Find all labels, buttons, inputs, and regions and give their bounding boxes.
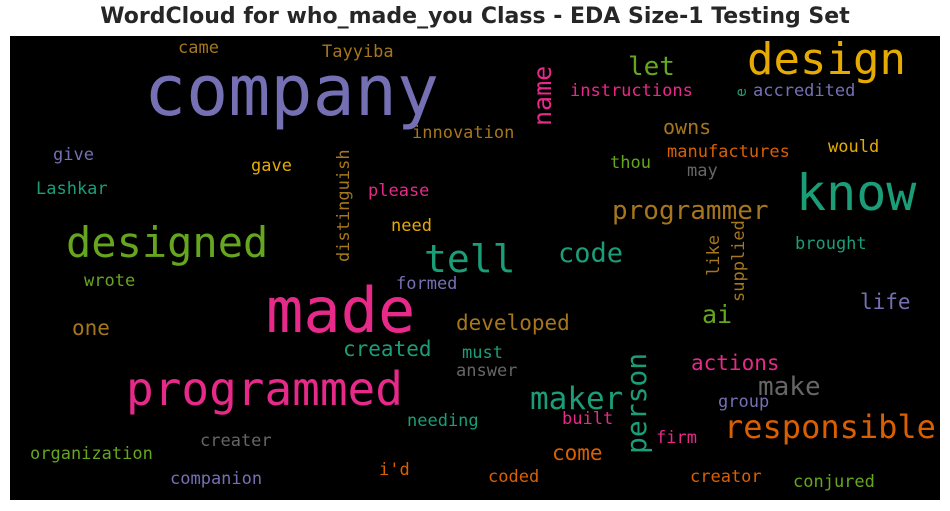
word-design: design	[747, 36, 906, 85]
word-creater: creater	[200, 431, 272, 451]
word-give: give	[53, 145, 94, 165]
word-formed: formed	[396, 274, 458, 294]
word-company: company	[144, 50, 440, 132]
word-may: may	[687, 161, 718, 181]
word-programmer: programmer	[612, 196, 769, 226]
word-organization: organization	[30, 444, 153, 464]
word-wrote: wrote	[84, 271, 136, 291]
word-come: come	[552, 441, 603, 465]
word-instructions: instructions	[570, 81, 693, 101]
word-e: e	[732, 87, 750, 97]
word-gave: gave	[251, 156, 292, 176]
word-one: one	[72, 316, 110, 340]
word-made: made	[266, 274, 416, 347]
word-firm: firm	[656, 428, 697, 448]
word-would: would	[828, 137, 880, 157]
word-know: know	[796, 164, 917, 222]
word-companion: companion	[170, 469, 263, 489]
wordcloud-canvas: company design know made programmed desi…	[10, 36, 940, 500]
word-make: make	[758, 372, 821, 402]
word-accredited: accredited	[753, 81, 856, 101]
word-distinguish: distinguish	[334, 149, 354, 262]
word-let: let	[628, 52, 675, 82]
word-maker: maker	[530, 381, 624, 417]
word-creator: creator	[690, 467, 762, 487]
word-needing: needing	[407, 411, 479, 431]
word-like: like	[704, 235, 724, 276]
word-came: came	[178, 38, 219, 58]
word-please: please	[368, 181, 430, 201]
word-coded: coded	[488, 467, 540, 487]
word-tell: tell	[424, 237, 516, 281]
word-need: need	[391, 216, 432, 236]
word-ai: ai	[702, 300, 733, 329]
word-thou: thou	[610, 153, 651, 173]
word-programmed: programmed	[126, 362, 403, 416]
word-manufactures: manufactures	[667, 142, 790, 162]
word-code: code	[558, 238, 624, 269]
word-developed: developed	[456, 311, 570, 335]
word-responsible: responsible	[724, 408, 936, 446]
word-person: person	[620, 352, 653, 454]
word-built: built	[562, 409, 614, 429]
word-Tayyiba: Tayyiba	[322, 42, 394, 62]
word-name: name	[528, 65, 557, 126]
word-answer: answer	[456, 361, 518, 381]
word-Lashkar: Lashkar	[36, 179, 108, 199]
word-group: group	[718, 392, 770, 412]
word-life: life	[860, 290, 911, 314]
word-must: must	[462, 343, 503, 363]
word-owns: owns	[663, 115, 712, 139]
word-created: created	[343, 337, 432, 361]
chart-title: WordCloud for who_made_you Class - EDA S…	[100, 4, 850, 29]
word-conjured: conjured	[793, 472, 875, 492]
word-designed: designed	[66, 218, 269, 267]
word-innovation: innovation	[412, 123, 515, 143]
word-i'd: i'd	[379, 460, 410, 480]
word-actions: actions	[691, 351, 780, 375]
word-brought: brought	[795, 234, 867, 254]
word-supplied: supplied	[729, 220, 749, 302]
